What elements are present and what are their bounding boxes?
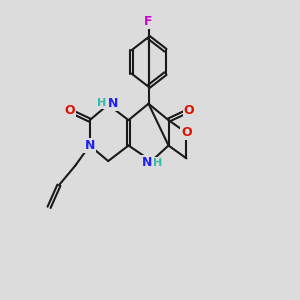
Text: F: F bbox=[144, 15, 153, 28]
Text: O: O bbox=[184, 104, 194, 117]
Text: N: N bbox=[85, 139, 95, 152]
Text: O: O bbox=[64, 104, 75, 117]
Text: N: N bbox=[107, 97, 118, 110]
Text: H: H bbox=[153, 158, 163, 167]
Text: H: H bbox=[97, 98, 106, 108]
Text: N: N bbox=[142, 156, 152, 169]
Text: O: O bbox=[181, 126, 192, 139]
